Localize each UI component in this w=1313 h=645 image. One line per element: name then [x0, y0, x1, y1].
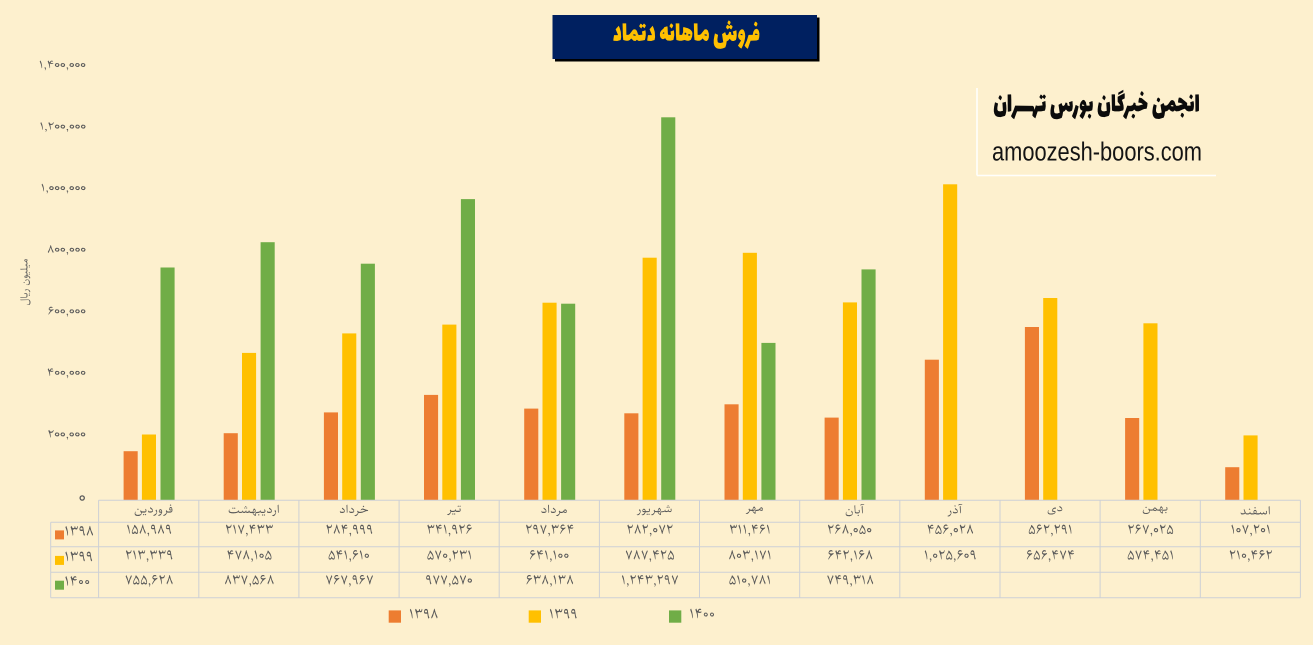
svg-text:amoozesh-boors.com: amoozesh-boors.com — [992, 139, 1202, 167]
